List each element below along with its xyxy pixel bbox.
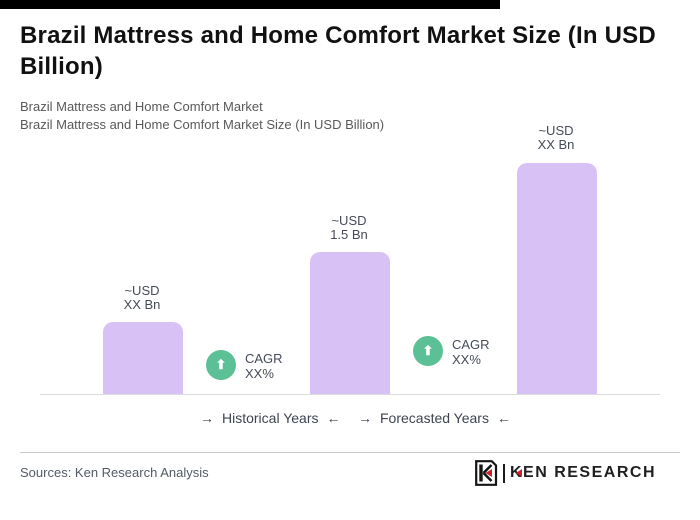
arrow-left-icon: ←	[326, 410, 341, 426]
cagr-value: XX%	[452, 352, 481, 367]
logo-wordmark: K EN RESEARCH	[510, 464, 656, 482]
forecasted-years-label: → Forecasted Years ←	[358, 410, 511, 426]
logo-red-notch-icon	[515, 469, 522, 477]
logo-divider-bar	[502, 463, 505, 483]
forecasted-years-text: Forecasted Years	[380, 410, 489, 426]
x-axis-baseline	[40, 394, 660, 395]
bar1-label-line1: ~USD	[124, 283, 160, 298]
ken-research-emblem-icon	[475, 460, 498, 486]
bar-value-label: ~USD XX Bn	[87, 284, 197, 312]
chart-subtitle-line1: Brazil Mattress and Home Comfort Market	[20, 99, 263, 114]
chart-subtitle-line2: Brazil Mattress and Home Comfort Market …	[20, 117, 385, 132]
cagr-label: CAGR	[452, 337, 490, 352]
cagr-annotation: CAGR XX%	[245, 351, 283, 381]
arrow-left-icon: ←	[496, 410, 511, 426]
page-title: Brazil Mattress and Home Comfort Market …	[20, 22, 656, 80]
bar-forecast	[517, 163, 597, 394]
bar2-label-line1: ~USD	[331, 213, 367, 228]
up-arrow-circle-icon: ⬆	[206, 350, 236, 380]
cagr-label: CAGR	[245, 351, 283, 366]
sources-text: Sources: Ken Research Analysis	[20, 465, 209, 480]
bar3-label-line1: ~USD	[538, 123, 574, 138]
historical-years-label: → Historical Years ←	[200, 410, 341, 426]
bar-historical	[103, 322, 183, 394]
arrow-right-icon: →	[200, 410, 214, 426]
up-arrow-icon: ⬆	[422, 343, 434, 358]
logo-name-rest: EN RESEARCH	[523, 464, 656, 481]
bar3-label-line2: XX Bn	[537, 137, 575, 152]
bar2-label-line2: 1.5 Bn	[330, 227, 368, 242]
cagr-annotation: CAGR XX%	[452, 337, 490, 367]
footer-divider	[20, 452, 680, 453]
arrow-right-icon: →	[358, 410, 372, 426]
historical-years-text: Historical Years	[222, 410, 319, 426]
ken-research-logo: K EN RESEARCH	[474, 460, 656, 486]
bar1-label-line2: XX Bn	[123, 297, 161, 312]
up-arrow-icon: ⬆	[215, 357, 227, 372]
up-arrow-circle-icon: ⬆	[413, 336, 443, 366]
cagr-value: XX%	[245, 366, 274, 381]
logo-k-letter: K	[510, 464, 523, 482]
bar-current	[310, 252, 390, 394]
bar-value-label: ~USD XX Bn	[501, 124, 611, 152]
top-accent-bar	[0, 0, 500, 9]
logo-k-glyph: K	[509, 464, 524, 481]
bar-value-label: ~USD 1.5 Bn	[294, 214, 404, 242]
